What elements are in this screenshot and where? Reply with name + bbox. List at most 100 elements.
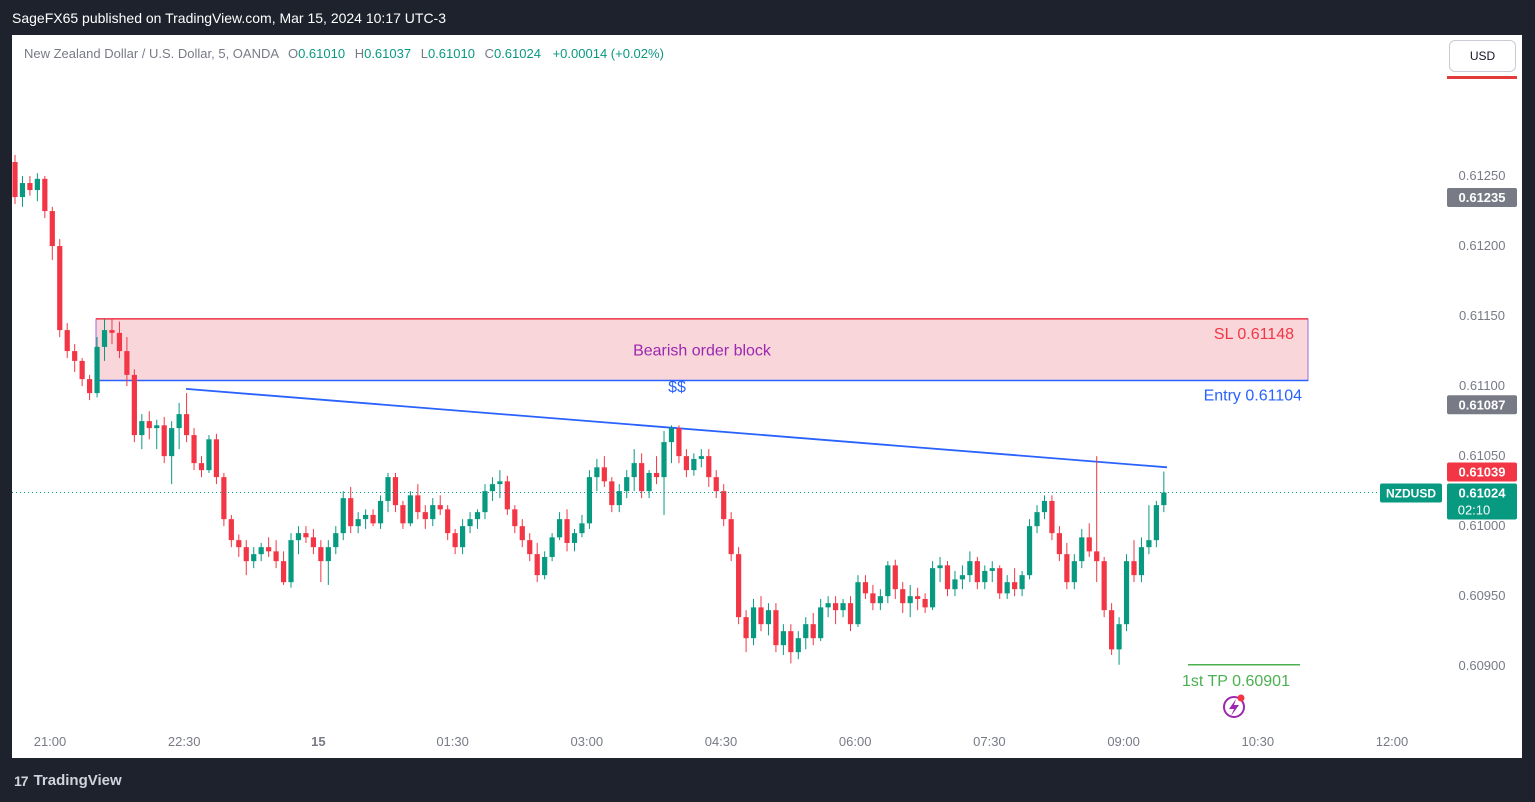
candle-body (855, 582, 861, 625)
last-price-badge (1447, 483, 1517, 520)
candle-body (586, 477, 593, 524)
candle-body (676, 428, 682, 457)
candle-body (549, 537, 555, 557)
candle-body (1131, 561, 1137, 576)
publisher-line: SageFX65 published on TradingView.com, M… (12, 10, 446, 26)
candle-body (12, 162, 18, 198)
candle-body (489, 484, 496, 492)
candle-body (571, 533, 578, 543)
order-block-label: Bearish order block (633, 343, 772, 360)
candle-body (221, 477, 227, 520)
candle-body (1041, 500, 1048, 513)
candle-body (497, 481, 503, 485)
open-value: 0.61010 (298, 46, 346, 61)
candle-body (542, 556, 548, 576)
candle-body (1071, 561, 1077, 583)
candle-body (377, 500, 384, 524)
candle-body (1056, 533, 1062, 555)
candle-body (1116, 624, 1122, 650)
candle-body (27, 183, 33, 191)
candle-body (527, 540, 533, 555)
candle-body (833, 603, 839, 611)
tradingview-logo-icon: 17 (14, 772, 29, 789)
candle-body (773, 610, 779, 646)
candle-body (639, 463, 645, 492)
candle-body (706, 456, 712, 478)
candle-body (795, 638, 801, 653)
y-tick-label: 0.61100 (1459, 378, 1505, 393)
candle-body (251, 554, 257, 562)
lightning-icon (1229, 699, 1239, 716)
currency-underline (1447, 76, 1517, 79)
candle-body (87, 379, 93, 394)
candle-body (288, 540, 294, 583)
candle-body (780, 631, 786, 646)
candle-body (1019, 575, 1025, 590)
candle-body (482, 491, 488, 513)
y-tick-label: 0.61250 (1459, 168, 1506, 183)
candle-body (892, 565, 898, 590)
x-tick-label: 12:00 (1376, 734, 1409, 749)
sl-label: SL 0.61148 (1214, 326, 1294, 343)
chart-panel[interactable]: 0.61250 0.61200 0.61150 0.61100 0.61050 0.610… (12, 35, 1522, 758)
candle-body (131, 374, 137, 436)
candle-body (280, 561, 287, 583)
low-label: L (420, 46, 428, 61)
footer-bar: 17 TradingView (0, 758, 1535, 802)
candle-body (266, 547, 272, 552)
candle-body (698, 456, 704, 459)
x-tick-label: 10:30 (1242, 734, 1275, 749)
candle-body (198, 463, 205, 471)
candle-body (191, 435, 197, 464)
candle-body (303, 533, 309, 538)
candle-body (385, 477, 391, 501)
candle-body (997, 568, 1003, 594)
candle-body (810, 624, 816, 639)
price-badge-label: 0.61087 (1459, 397, 1506, 412)
currency-button[interactable]: USD (1449, 40, 1516, 72)
price-badge (1447, 395, 1517, 415)
candle-body (124, 351, 130, 375)
candle-body (616, 491, 622, 506)
candle-body (915, 596, 921, 599)
candle-body (422, 512, 428, 520)
candle-body (579, 523, 585, 534)
candle-body (1026, 526, 1033, 576)
y-tick-label: 0.61150 (1459, 308, 1505, 323)
candle-body (64, 330, 70, 352)
candle-body (146, 421, 152, 429)
candle-body (1079, 537, 1085, 562)
candle-body (333, 533, 339, 548)
candle-body (519, 526, 525, 541)
price-chart[interactable]: 0.61250 0.61200 0.61150 0.61100 0.61050 0.610… (12, 35, 1522, 758)
candle-body (34, 178, 40, 191)
candle-body (512, 509, 518, 527)
price-badge (1447, 188, 1517, 208)
candle-body (94, 346, 100, 394)
candle-body (900, 589, 906, 604)
candle-body (109, 330, 115, 333)
tradingview-brand: TradingView (33, 772, 122, 789)
low-value: 0.61010 (427, 46, 475, 61)
y-tick-label: 0.61200 (1459, 238, 1506, 253)
candle-body (169, 428, 175, 457)
x-tick-label: 03:00 (571, 734, 604, 749)
candle-body (1146, 540, 1152, 548)
candle-body (862, 582, 869, 594)
candle-body (363, 514, 369, 520)
candle-body (460, 526, 466, 548)
candle-body (907, 596, 913, 604)
liquidity-label: $$ (668, 379, 686, 396)
candle-body (370, 514, 376, 524)
candle-body (594, 467, 600, 478)
x-tick-label: 07:30 (973, 734, 1006, 749)
tradingview-logo[interactable]: 17 TradingView (14, 772, 122, 789)
candle-body (765, 610, 772, 625)
candle-body (743, 617, 749, 639)
close-value: 0.61024 (493, 46, 541, 61)
candle-body (228, 519, 234, 541)
candle-body (206, 439, 212, 471)
candle-body (847, 603, 854, 625)
candle-body (982, 570, 988, 583)
candle-body (407, 495, 413, 524)
